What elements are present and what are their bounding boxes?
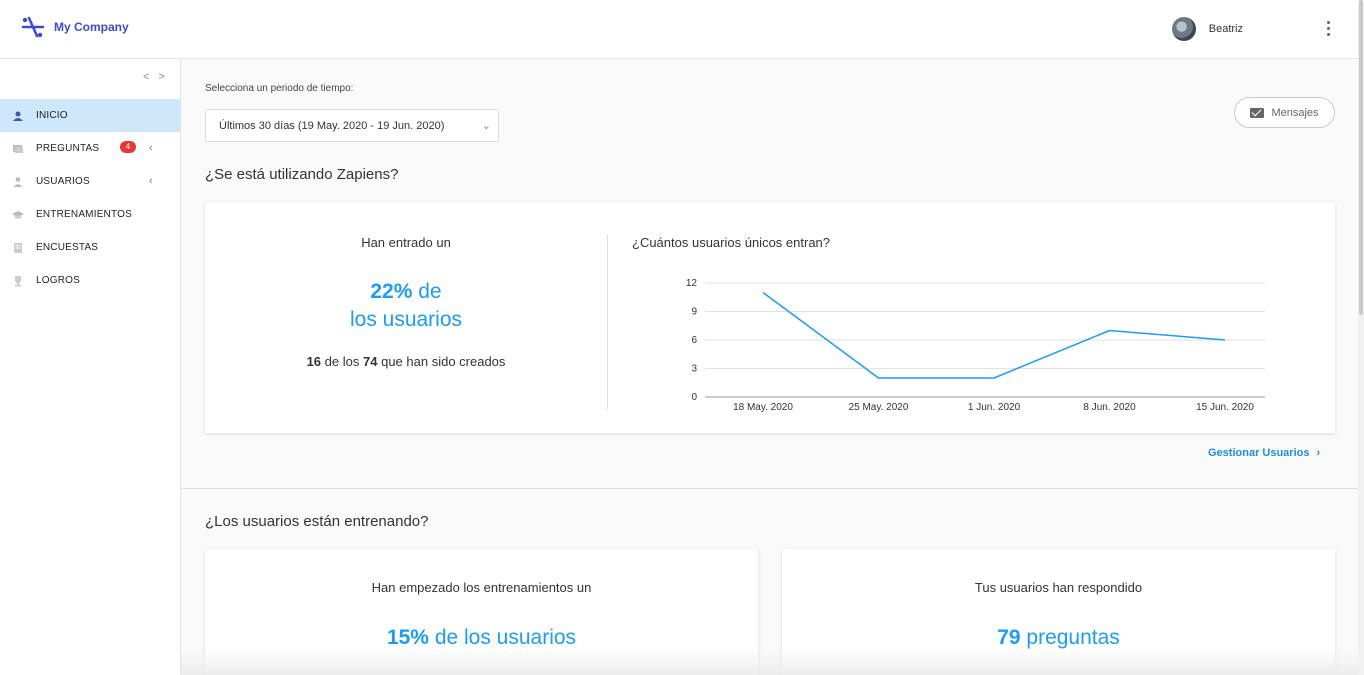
manage-users-label: Gestionar Usuarios	[1208, 447, 1310, 459]
sidebar-item-encuestas[interactable]: ENCUESTAS	[0, 231, 180, 264]
more-options-icon[interactable]	[1322, 16, 1334, 40]
company-name: My Company	[54, 20, 129, 34]
usage-percent-line2: los usuarios	[349, 308, 463, 331]
x-tick-label: 15 Jun. 2020	[1196, 402, 1254, 413]
usage-count-line: 16 de los 74 que han sido creados	[205, 354, 607, 369]
messages-button[interactable]: Mensajes	[1234, 97, 1335, 128]
main-content: Selecciona un periodo de tiempo: Últimos…	[181, 59, 1358, 675]
answers-count-line: 79 preguntas	[782, 624, 1335, 652]
y-tick-label: 0	[691, 392, 697, 403]
survey-icon	[14, 242, 22, 253]
trophy-icon	[15, 275, 21, 286]
y-tick-label: 6	[691, 335, 697, 346]
usage-count-suffix: que han sido creados	[381, 354, 506, 369]
chart-title: ¿Cuántos usuarios únicos entran?	[632, 235, 831, 250]
manage-users-link[interactable]: Gestionar Usuarios ›	[1208, 447, 1320, 459]
period-select[interactable]: Últimos 30 días (19 May. 2020 - 19 Jun. …	[205, 109, 499, 142]
sidebar-nav: INICIO PREGUNTAS 4 ‹ USUARIOS ‹ ENTRENAM…	[0, 99, 180, 297]
usage-count-mid: de los	[324, 354, 360, 369]
page-scrollbar[interactable]	[1358, 0, 1364, 675]
x-tick-label: 25 May. 2020	[849, 402, 909, 413]
notification-badge: 4	[120, 141, 136, 153]
sidebar-item-label: USUARIOS	[36, 176, 90, 187]
sidebar-item-usuarios[interactable]: USUARIOS ‹	[0, 165, 180, 198]
sidebar-item-logros[interactable]: LOGROS	[0, 264, 180, 297]
data-point[interactable]	[992, 376, 996, 380]
series-line	[762, 291, 1226, 379]
messages-button-label: Mensajes	[1271, 106, 1319, 119]
answers-caption: Tus usuarios han respondido	[974, 580, 1143, 595]
usage-count-entered: 16	[306, 354, 322, 369]
unique-users-line-chart: 0 3 6 9 12 18 May. 2020 25 May. 2020 1 Jun. 202…	[686, 278, 1265, 413]
period-select-value: Últimos 30 días (19 May. 2020 - 19 Jun. …	[219, 120, 445, 132]
data-point[interactable]	[1223, 338, 1227, 342]
usage-percent: 22%	[370, 280, 413, 303]
training-percent: 15%	[386, 626, 429, 649]
top-bar: My Company Beatriz	[0, 0, 1358, 59]
x-tick-label: 1 Jun. 2020	[968, 402, 1021, 413]
user-name: Beatriz	[1208, 23, 1243, 35]
sidebar-item-label: LOGROS	[36, 275, 80, 286]
data-point[interactable]	[877, 376, 881, 380]
chevron-left-icon[interactable]: ‹	[149, 175, 153, 187]
user-icon	[13, 176, 23, 187]
answers-count-suffix: preguntas	[1026, 626, 1120, 649]
logo-icon	[21, 16, 45, 38]
usage-card: Han entrado un 22% de los usuarios 16 de…	[205, 203, 1335, 433]
sidebar-item-preguntas[interactable]: PREGUNTAS 4 ‹	[0, 132, 180, 165]
training-started-caption: Han empezado los entrenamientos un	[371, 580, 592, 595]
sidebar: < > INICIO PREGUNTAS 4 ‹ USUARIOS ‹	[0, 59, 181, 675]
x-tick-label: 8 Jun. 2020	[1083, 402, 1136, 413]
sidebar-item-label: INICIO	[36, 110, 68, 121]
section-divider	[181, 488, 1358, 489]
graduation-icon	[12, 210, 24, 218]
home-user-icon	[13, 111, 23, 121]
questions-icon	[13, 144, 23, 153]
sidebar-item-inicio[interactable]: INICIO	[0, 99, 180, 132]
section-title-usage: ¿Se está utilizando Zapiens?	[205, 166, 399, 183]
data-point[interactable]	[761, 291, 765, 295]
bottom-fade	[181, 649, 1358, 675]
y-tick-label: 12	[686, 278, 698, 289]
usage-percent-line: 22% de	[205, 278, 607, 306]
envelope-icon	[1250, 107, 1265, 118]
sidebar-item-label: ENTRENAMIENTOS	[36, 209, 132, 220]
section-title-training: ¿Los usuarios están entrenando?	[205, 513, 429, 530]
y-tick-label: 9	[691, 307, 697, 318]
x-tick-label: 18 May. 2020	[733, 402, 793, 413]
sidebar-item-label: PREGUNTAS	[36, 143, 100, 154]
scrollbar-thumb[interactable]	[1359, 0, 1363, 315]
data-point[interactable]	[1108, 329, 1112, 333]
answers-count: 79	[997, 626, 1021, 649]
sidebar-item-label: ENCUESTAS	[36, 242, 99, 253]
card-divider	[607, 235, 608, 409]
chevron-down-icon: ⌄	[481, 120, 491, 132]
y-tick-label: 3	[691, 364, 697, 375]
period-label: Selecciona un periodo de tiempo:	[205, 83, 354, 94]
avatar	[1171, 17, 1196, 41]
chevron-left-icon[interactable]: ‹	[149, 142, 153, 154]
chevron-right-icon: ›	[1316, 447, 1321, 459]
user-menu[interactable]: Beatriz	[1171, 17, 1243, 41]
usage-caption: Han entrado un	[361, 235, 451, 250]
collapse-sidebar-icon[interactable]: < >	[143, 71, 168, 83]
company-logo[interactable]: My Company	[20, 14, 129, 40]
sidebar-item-entrenamientos[interactable]: ENTRENAMIENTOS	[0, 198, 180, 231]
training-percent-suffix: de los usuarios	[434, 626, 577, 649]
usage-count-total: 74	[363, 354, 378, 369]
training-percent-line: 15% de los usuarios	[205, 624, 758, 652]
usage-percent-suffix: de	[418, 280, 442, 303]
